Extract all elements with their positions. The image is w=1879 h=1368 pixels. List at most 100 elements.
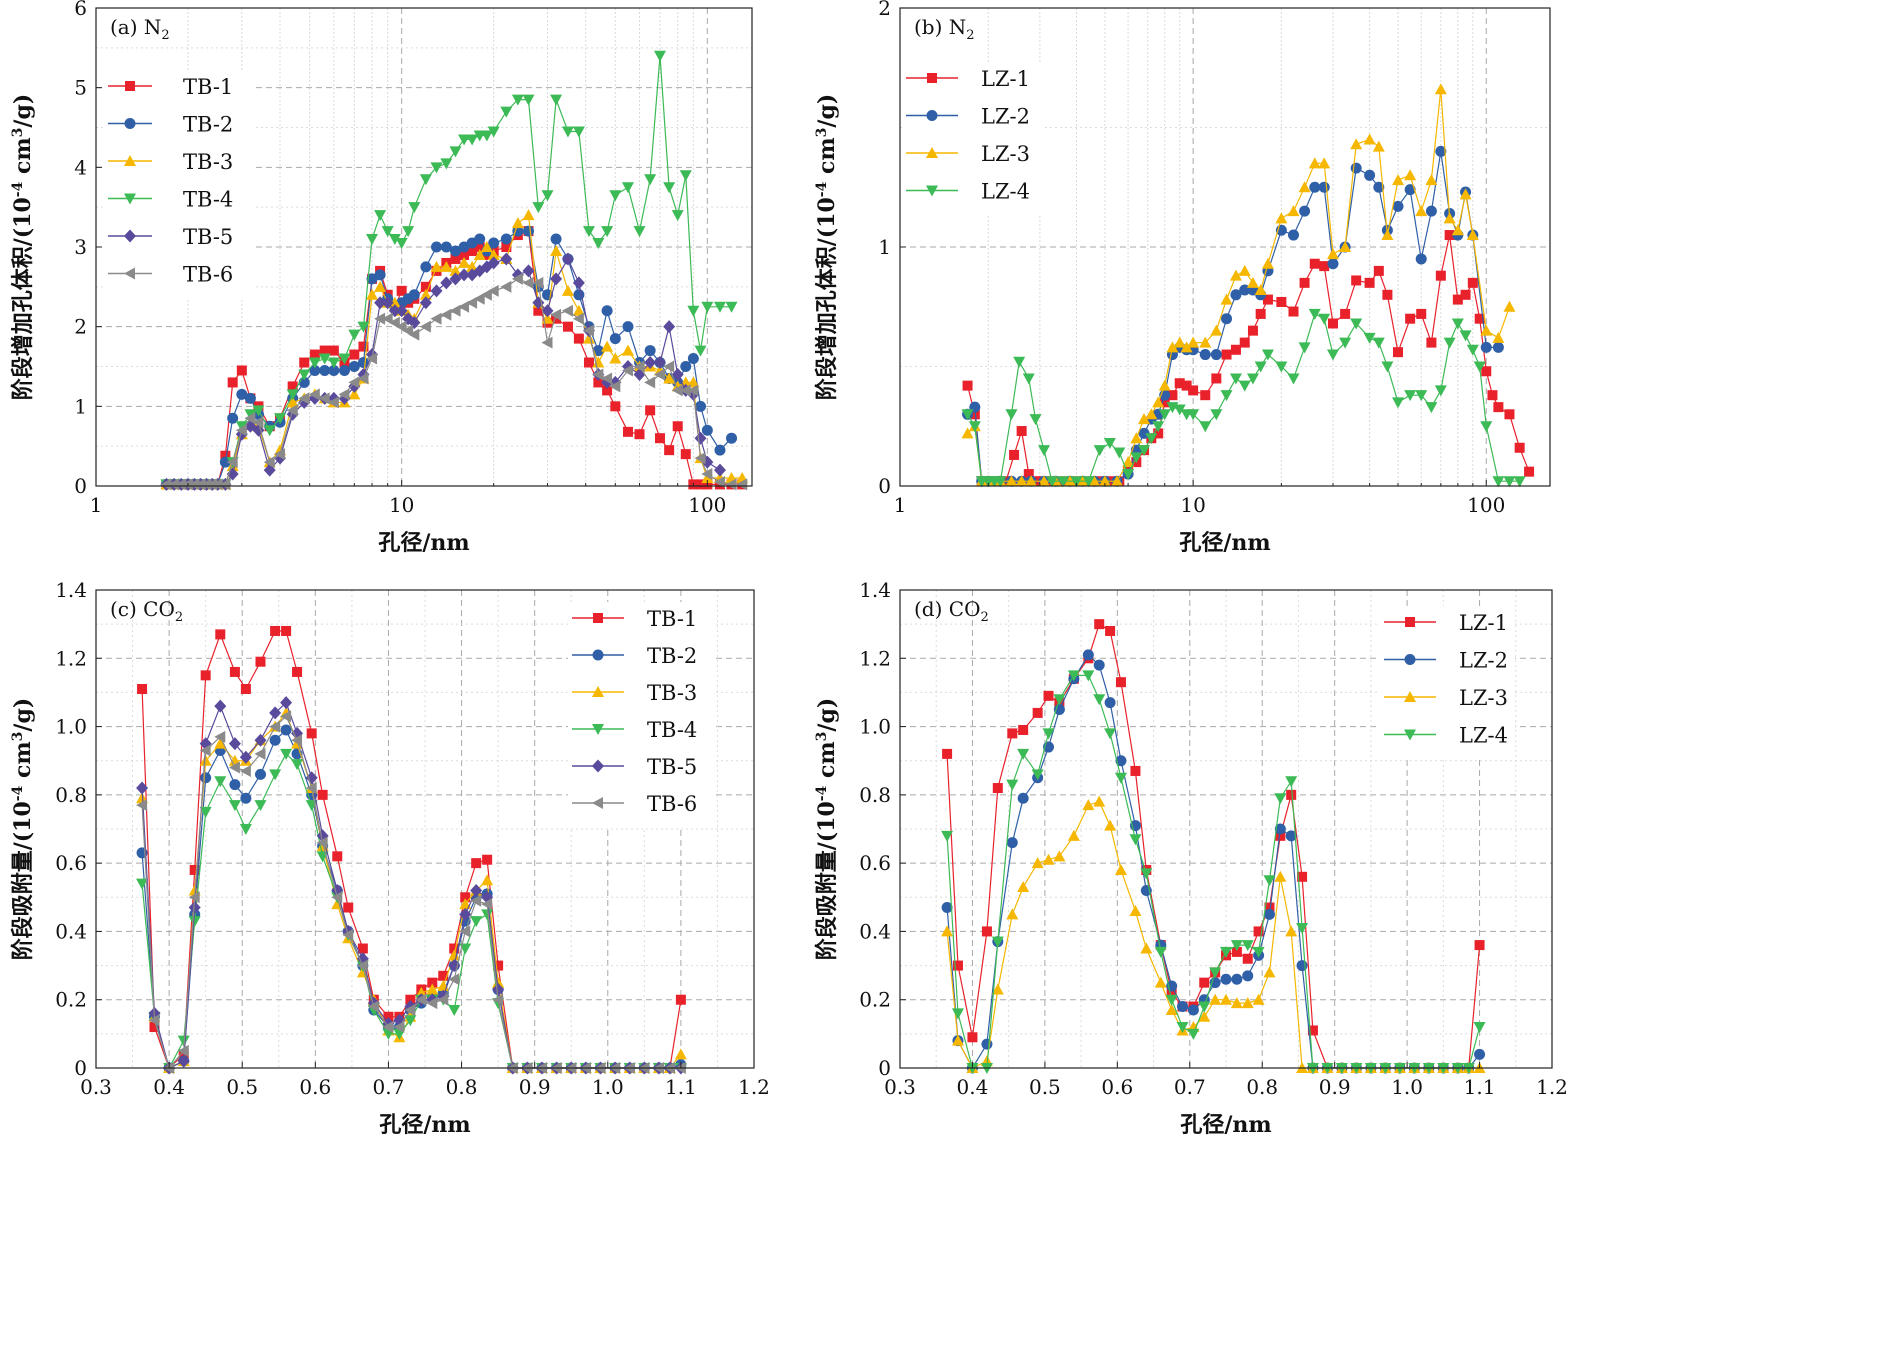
data-point bbox=[1425, 205, 1437, 217]
data-point bbox=[343, 902, 354, 913]
data-point bbox=[1013, 356, 1026, 368]
data-point bbox=[969, 409, 980, 420]
data-point bbox=[332, 851, 343, 862]
data-point bbox=[393, 1021, 405, 1034]
data-point bbox=[1220, 390, 1233, 402]
series-TB-4 bbox=[160, 50, 738, 491]
data-point bbox=[601, 226, 614, 238]
data-point bbox=[1038, 475, 1051, 487]
data-point bbox=[572, 312, 584, 325]
data-point bbox=[572, 304, 585, 316]
data-point bbox=[981, 1038, 993, 1050]
data-point bbox=[1241, 997, 1254, 1009]
data-point bbox=[523, 225, 535, 237]
data-point bbox=[136, 781, 149, 795]
data-point bbox=[318, 392, 330, 405]
data-point bbox=[1261, 349, 1274, 361]
data-point bbox=[994, 476, 1007, 488]
data-point bbox=[551, 313, 562, 324]
data-point bbox=[1145, 408, 1158, 420]
data-point bbox=[687, 353, 699, 365]
data-point bbox=[1459, 188, 1472, 200]
data-point bbox=[458, 134, 471, 146]
data-point bbox=[388, 296, 401, 308]
data-point bbox=[1023, 469, 1034, 480]
data-point bbox=[1318, 157, 1331, 169]
data-point bbox=[1308, 308, 1321, 320]
data-point bbox=[487, 284, 499, 297]
data-point bbox=[448, 1004, 461, 1016]
data-point bbox=[214, 699, 227, 713]
data-point bbox=[1392, 200, 1404, 212]
data-point bbox=[1274, 870, 1287, 882]
data-point bbox=[408, 328, 420, 341]
data-point bbox=[1487, 390, 1498, 401]
data-point bbox=[532, 202, 545, 214]
data-point bbox=[679, 384, 691, 397]
data-point bbox=[487, 248, 500, 260]
data-point bbox=[298, 392, 310, 405]
data-point bbox=[1111, 475, 1124, 487]
legend-label: LZ-3 bbox=[1459, 686, 1508, 710]
data-point bbox=[1221, 313, 1233, 325]
data-point bbox=[1254, 284, 1267, 296]
data-point bbox=[694, 452, 706, 465]
data-point bbox=[1042, 853, 1055, 865]
legend: TB-1 TB-2 TB-3 TB-4 TB-5 TB-6 bbox=[104, 70, 254, 299]
legend-marker bbox=[124, 193, 136, 205]
data-point bbox=[654, 433, 665, 444]
data-point bbox=[1444, 230, 1455, 241]
legend-label: TB-3 bbox=[183, 150, 233, 174]
data-point bbox=[1199, 336, 1212, 348]
data-point bbox=[601, 340, 614, 352]
data-point bbox=[1082, 799, 1095, 811]
x-tick-label: 1.0 bbox=[592, 1075, 624, 1099]
y-tick-label: 5 bbox=[74, 76, 87, 100]
legend-background bbox=[568, 602, 713, 828]
data-point bbox=[458, 300, 470, 313]
data-point bbox=[366, 288, 379, 300]
data-point bbox=[280, 710, 292, 723]
data-point bbox=[1381, 229, 1394, 241]
data-point bbox=[473, 248, 486, 260]
legend-marker bbox=[1404, 654, 1416, 665]
data-point bbox=[1285, 925, 1298, 937]
y-tick-label: 0.6 bbox=[859, 851, 891, 875]
data-point bbox=[541, 190, 554, 202]
data-point bbox=[291, 759, 304, 771]
data-point bbox=[395, 304, 408, 318]
axes-frame bbox=[95, 589, 755, 1069]
data-point bbox=[1211, 373, 1222, 384]
data-point bbox=[470, 894, 482, 907]
x-tick-label: 0.9 bbox=[519, 1075, 551, 1099]
data-point bbox=[1474, 1048, 1486, 1060]
data-point bbox=[239, 764, 251, 777]
data-point bbox=[1363, 133, 1376, 145]
data-point bbox=[1285, 776, 1298, 788]
data-point bbox=[522, 276, 534, 289]
data-point bbox=[1434, 83, 1447, 95]
data-point bbox=[1285, 830, 1297, 842]
legend-label: TB-1 bbox=[183, 75, 233, 99]
data-point bbox=[1158, 379, 1171, 391]
data-point bbox=[228, 737, 241, 751]
data-point bbox=[357, 321, 370, 333]
data-point bbox=[725, 478, 737, 491]
data-point bbox=[474, 233, 486, 245]
data-point bbox=[287, 381, 298, 392]
data-point bbox=[1492, 476, 1505, 488]
data-point bbox=[448, 959, 461, 973]
data-point bbox=[1480, 421, 1493, 433]
data-point bbox=[511, 272, 523, 285]
data-point bbox=[458, 256, 471, 268]
plot-area-b bbox=[961, 83, 1535, 488]
data-point bbox=[687, 384, 699, 397]
data-point bbox=[1113, 447, 1126, 459]
series-LZ-3 bbox=[941, 795, 1486, 1073]
legend-marker bbox=[593, 613, 603, 623]
data-point bbox=[653, 356, 666, 370]
data-point bbox=[1238, 380, 1251, 392]
legend-item: TB-3 bbox=[108, 150, 233, 174]
